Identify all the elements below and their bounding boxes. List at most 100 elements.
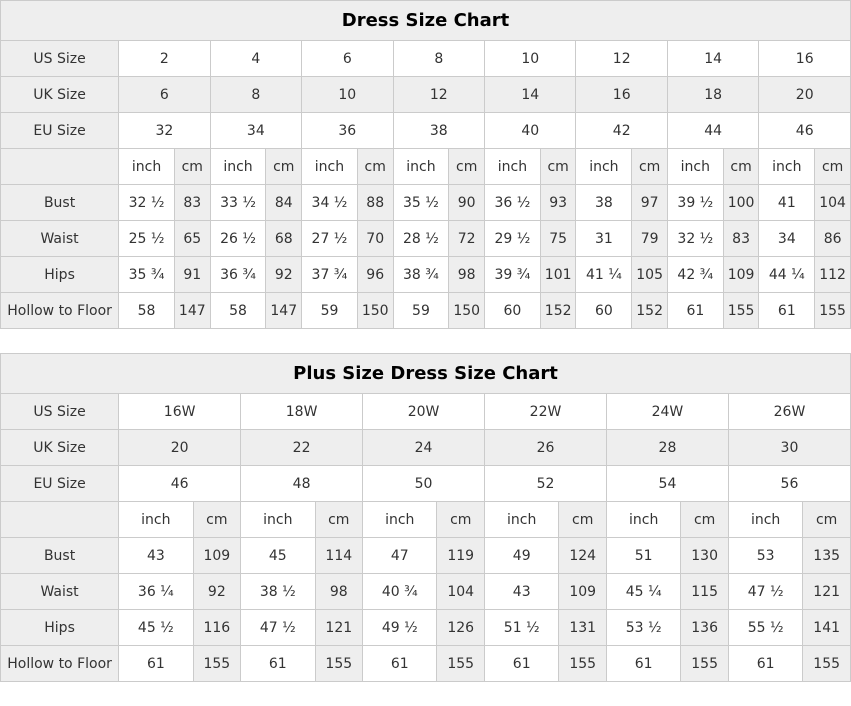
measurement-inch-cell: 34 ½ [301,184,358,221]
size-value-cell: 12 [575,40,668,77]
measurement-cm-cell: 119 [436,537,486,574]
row-label-cell: US Size [0,393,120,430]
size-row: US Size 2 4 6 8 10 12 14 16 [0,40,851,77]
measurement-inch-cell: 32 ½ [118,184,175,221]
unit-label-cell: inch [666,148,724,185]
unit-label-cell: inch [484,148,541,185]
size-value-cell: 20 [118,429,242,466]
unit-label-cell: cm [173,148,211,185]
measurement-cm-cell: 104 [814,184,851,221]
size-value-cell: 26 [484,429,607,466]
measurement-cm-cell: 100 [722,184,760,221]
measurement-cm-cell: 155 [558,645,607,682]
measurement-inch-cell: 35 ¾ [118,256,175,293]
unit-label-cell: cm [356,148,394,185]
measurement-cm-cell: 150 [448,292,486,329]
size-value-cell: 52 [484,465,607,502]
measurement-cm-cell: 70 [356,220,394,257]
size-value-cell: 16W [118,393,242,430]
plus-size-dress-size-chart-table: Plus Size Dress Size Chart US Size 16W 18W 2… [0,353,851,682]
measurement-cm-cell: 130 [680,537,729,574]
measurement-inch-cell: 51 [605,537,682,574]
unit-label-cell: inch [575,148,633,185]
size-value-cell: 10 [301,76,394,113]
measurement-inch-cell: 40 ¾ [362,573,438,610]
measurement-inch-cell: 58 [209,292,267,329]
measurement-cm-cell: 101 [539,256,577,293]
size-value-cell: 24 [362,429,486,466]
size-value-cell: 46 [118,465,242,502]
measurement-cm-cell: 121 [802,573,851,610]
size-value-cell: 32 [118,112,211,149]
unit-label-cell: cm [558,501,607,538]
size-value-cell: 34 [209,112,303,149]
empty-corner-cell [0,148,120,185]
unit-label-cell: inch [484,501,560,538]
measurement-cm-cell: 79 [631,220,668,257]
unit-header-row: inch cm inch cm inch cm inch cm inch cm inch cm [0,501,851,538]
measurement-cm-cell: 98 [314,573,364,610]
measurement-inch-cell: 34 [758,220,816,257]
measurement-inch-cell: 61 [240,645,316,682]
measurement-inch-cell: 25 ½ [118,220,175,257]
measurement-inch-cell: 59 [392,292,450,329]
unit-label-cell: inch [209,148,267,185]
measurement-cm-cell: 93 [539,184,577,221]
size-value-cell: 40 [484,112,577,149]
measurement-inch-cell: 36 ¼ [118,573,194,610]
measurement-cm-cell: 65 [173,220,211,257]
measurement-row: Bust 32 ½ 83 33 ½ 84 34 ½ 88 35 ½ 90 36 ½ 93 38 97 39… [0,184,851,221]
measurement-cm-cell: 68 [265,220,303,257]
measurement-row: Hollow to Floor 61 155 61 155 61 155 61 155 61 155… [0,645,851,682]
measurement-inch-cell: 61 [362,645,438,682]
measurement-cm-cell: 109 [192,537,242,574]
measurement-inch-cell: 45 ½ [118,609,194,646]
size-value-cell: 12 [392,76,486,113]
measurement-cm-cell: 152 [539,292,577,329]
unit-label-cell: cm [436,501,486,538]
measurement-inch-cell: 60 [575,292,633,329]
measurement-cm-cell: 97 [631,184,668,221]
table-title: Dress Size Chart [0,0,851,41]
size-row: EU Size 46 48 50 52 54 56 [0,465,851,502]
measurement-cm-cell: 72 [448,220,486,257]
measurement-row: Hollow to Floor 58 147 58 147 59 150 59 150 60 152… [0,292,851,329]
size-value-cell: 54 [605,465,729,502]
measurement-cm-cell: 92 [265,256,303,293]
measurement-cm-cell: 155 [314,645,364,682]
row-label-cell: UK Size [0,76,120,113]
size-value-cell: 42 [575,112,668,149]
measurement-inch-cell: 58 [118,292,175,329]
size-value-cell: 56 [727,465,851,502]
size-value-cell: 8 [209,76,303,113]
measurement-inch-cell: 31 [575,220,633,257]
measurement-inch-cell: 53 ½ [605,609,682,646]
measurement-cm-cell: 136 [680,609,729,646]
measurement-inch-cell: 61 [484,645,560,682]
measurement-inch-cell: 41 [758,184,816,221]
unit-label-cell: cm [265,148,303,185]
unit-label-cell: inch [118,148,175,185]
size-value-cell: 4 [209,40,303,77]
unit-label-cell: cm [192,501,242,538]
unit-label-cell: cm [802,501,851,538]
measurement-cm-cell: 155 [192,645,242,682]
row-label-cell: UK Size [0,429,120,466]
measurement-inch-cell: 29 ½ [484,220,541,257]
measurement-cm-cell: 109 [722,256,760,293]
measurement-inch-cell: 27 ½ [301,220,358,257]
measurement-inch-cell: 45 ¼ [605,573,682,610]
row-label-cell: Waist [0,573,120,610]
size-value-cell: 46 [758,112,851,149]
size-row: UK Size 6 8 10 12 14 16 18 20 [0,76,851,113]
row-label-cell: Waist [0,220,120,257]
size-value-cell: 44 [666,112,760,149]
table-title-row: Plus Size Dress Size Chart [0,353,851,394]
measurement-inch-cell: 53 [727,537,804,574]
size-row: US Size 16W 18W 20W 22W 24W 26W [0,393,851,430]
row-label-cell: Bust [0,537,120,574]
measurement-inch-cell: 47 [362,537,438,574]
size-value-cell: 6 [118,76,211,113]
measurement-cm-cell: 105 [631,256,668,293]
measurement-cm-cell: 155 [680,645,729,682]
